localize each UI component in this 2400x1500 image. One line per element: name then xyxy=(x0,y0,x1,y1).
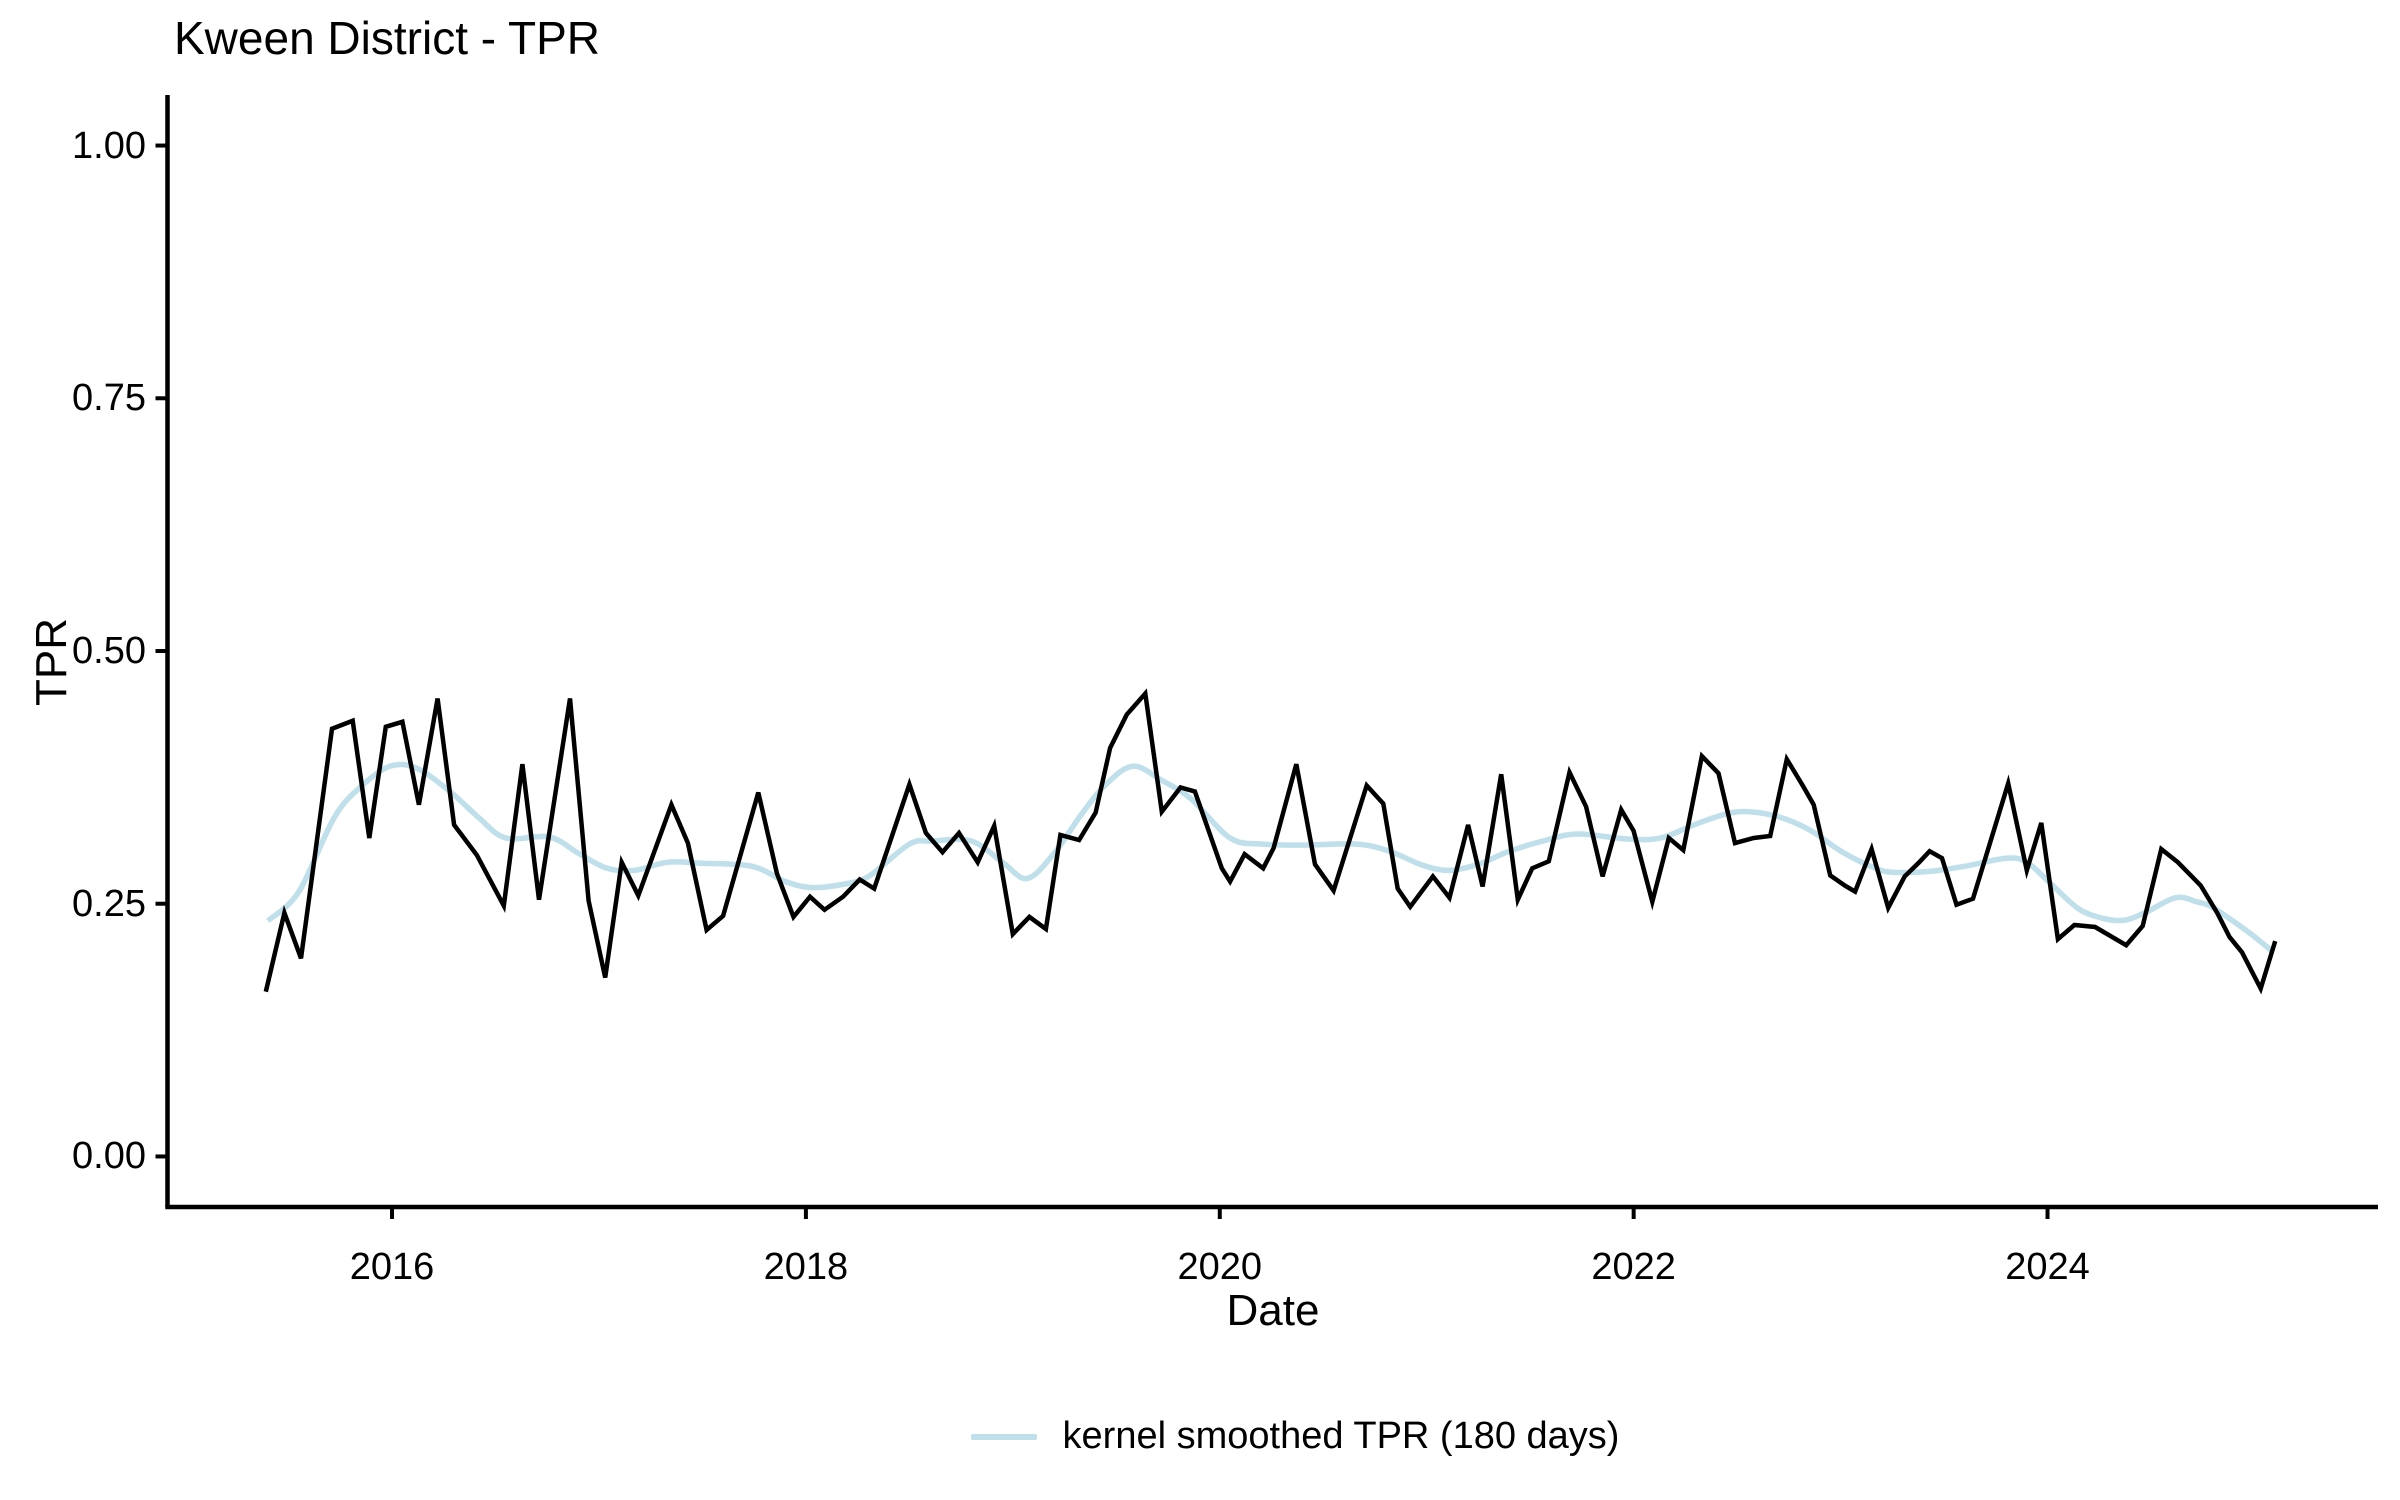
legend: kernel smoothed TPR (180 days) xyxy=(95,1415,2400,1458)
y-tick-label: 0.00 xyxy=(72,1135,146,1178)
x-tick-label: 2020 xyxy=(1177,1246,1263,1288)
y-tick-label: 0.75 xyxy=(72,377,146,420)
chart-title: Kween District - TPR xyxy=(174,12,601,64)
y-tick-label: 0.25 xyxy=(72,882,146,925)
y-tick-label: 0.50 xyxy=(72,630,146,672)
x-tick-label: 2022 xyxy=(1591,1246,1676,1288)
raw-tpr-line xyxy=(263,688,2278,995)
legend-key-line-icon xyxy=(970,1433,1037,1440)
legend-label: kernel smoothed TPR (180 days) xyxy=(1062,1415,1620,1457)
y-tick-label: 1.00 xyxy=(72,124,146,167)
x-tick-label: 2016 xyxy=(349,1246,435,1288)
x-tick-label: 2024 xyxy=(2005,1246,2090,1288)
x-tick-label: 2018 xyxy=(763,1246,849,1288)
x-axis-title: Date xyxy=(1226,1286,1320,1335)
smoothed-tpr-line xyxy=(265,761,2273,953)
